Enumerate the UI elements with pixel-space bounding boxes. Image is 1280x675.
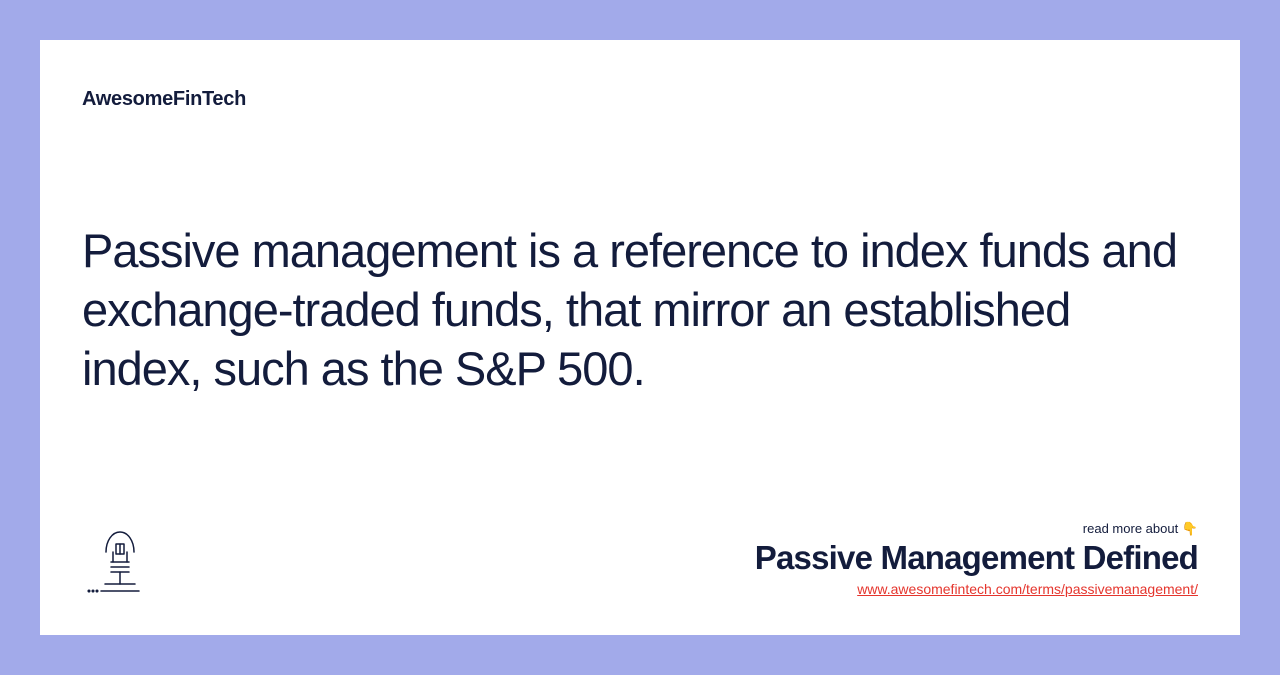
info-card: AwesomeFinTech Passive management is a r…	[40, 40, 1240, 635]
lightbulb-stand-icon	[82, 517, 154, 597]
footer-right: read more about 👇 Passive Management Def…	[755, 521, 1198, 597]
definition-body: Passive management is a reference to ind…	[82, 221, 1198, 399]
read-more-label: read more about 👇	[755, 521, 1198, 537]
article-url[interactable]: www.awesomefintech.com/terms/passivemana…	[755, 581, 1198, 597]
footer-row: read more about 👇 Passive Management Def…	[82, 517, 1198, 597]
article-title: Passive Management Defined	[755, 539, 1198, 577]
brand-name: AwesomeFinTech	[82, 88, 1198, 111]
